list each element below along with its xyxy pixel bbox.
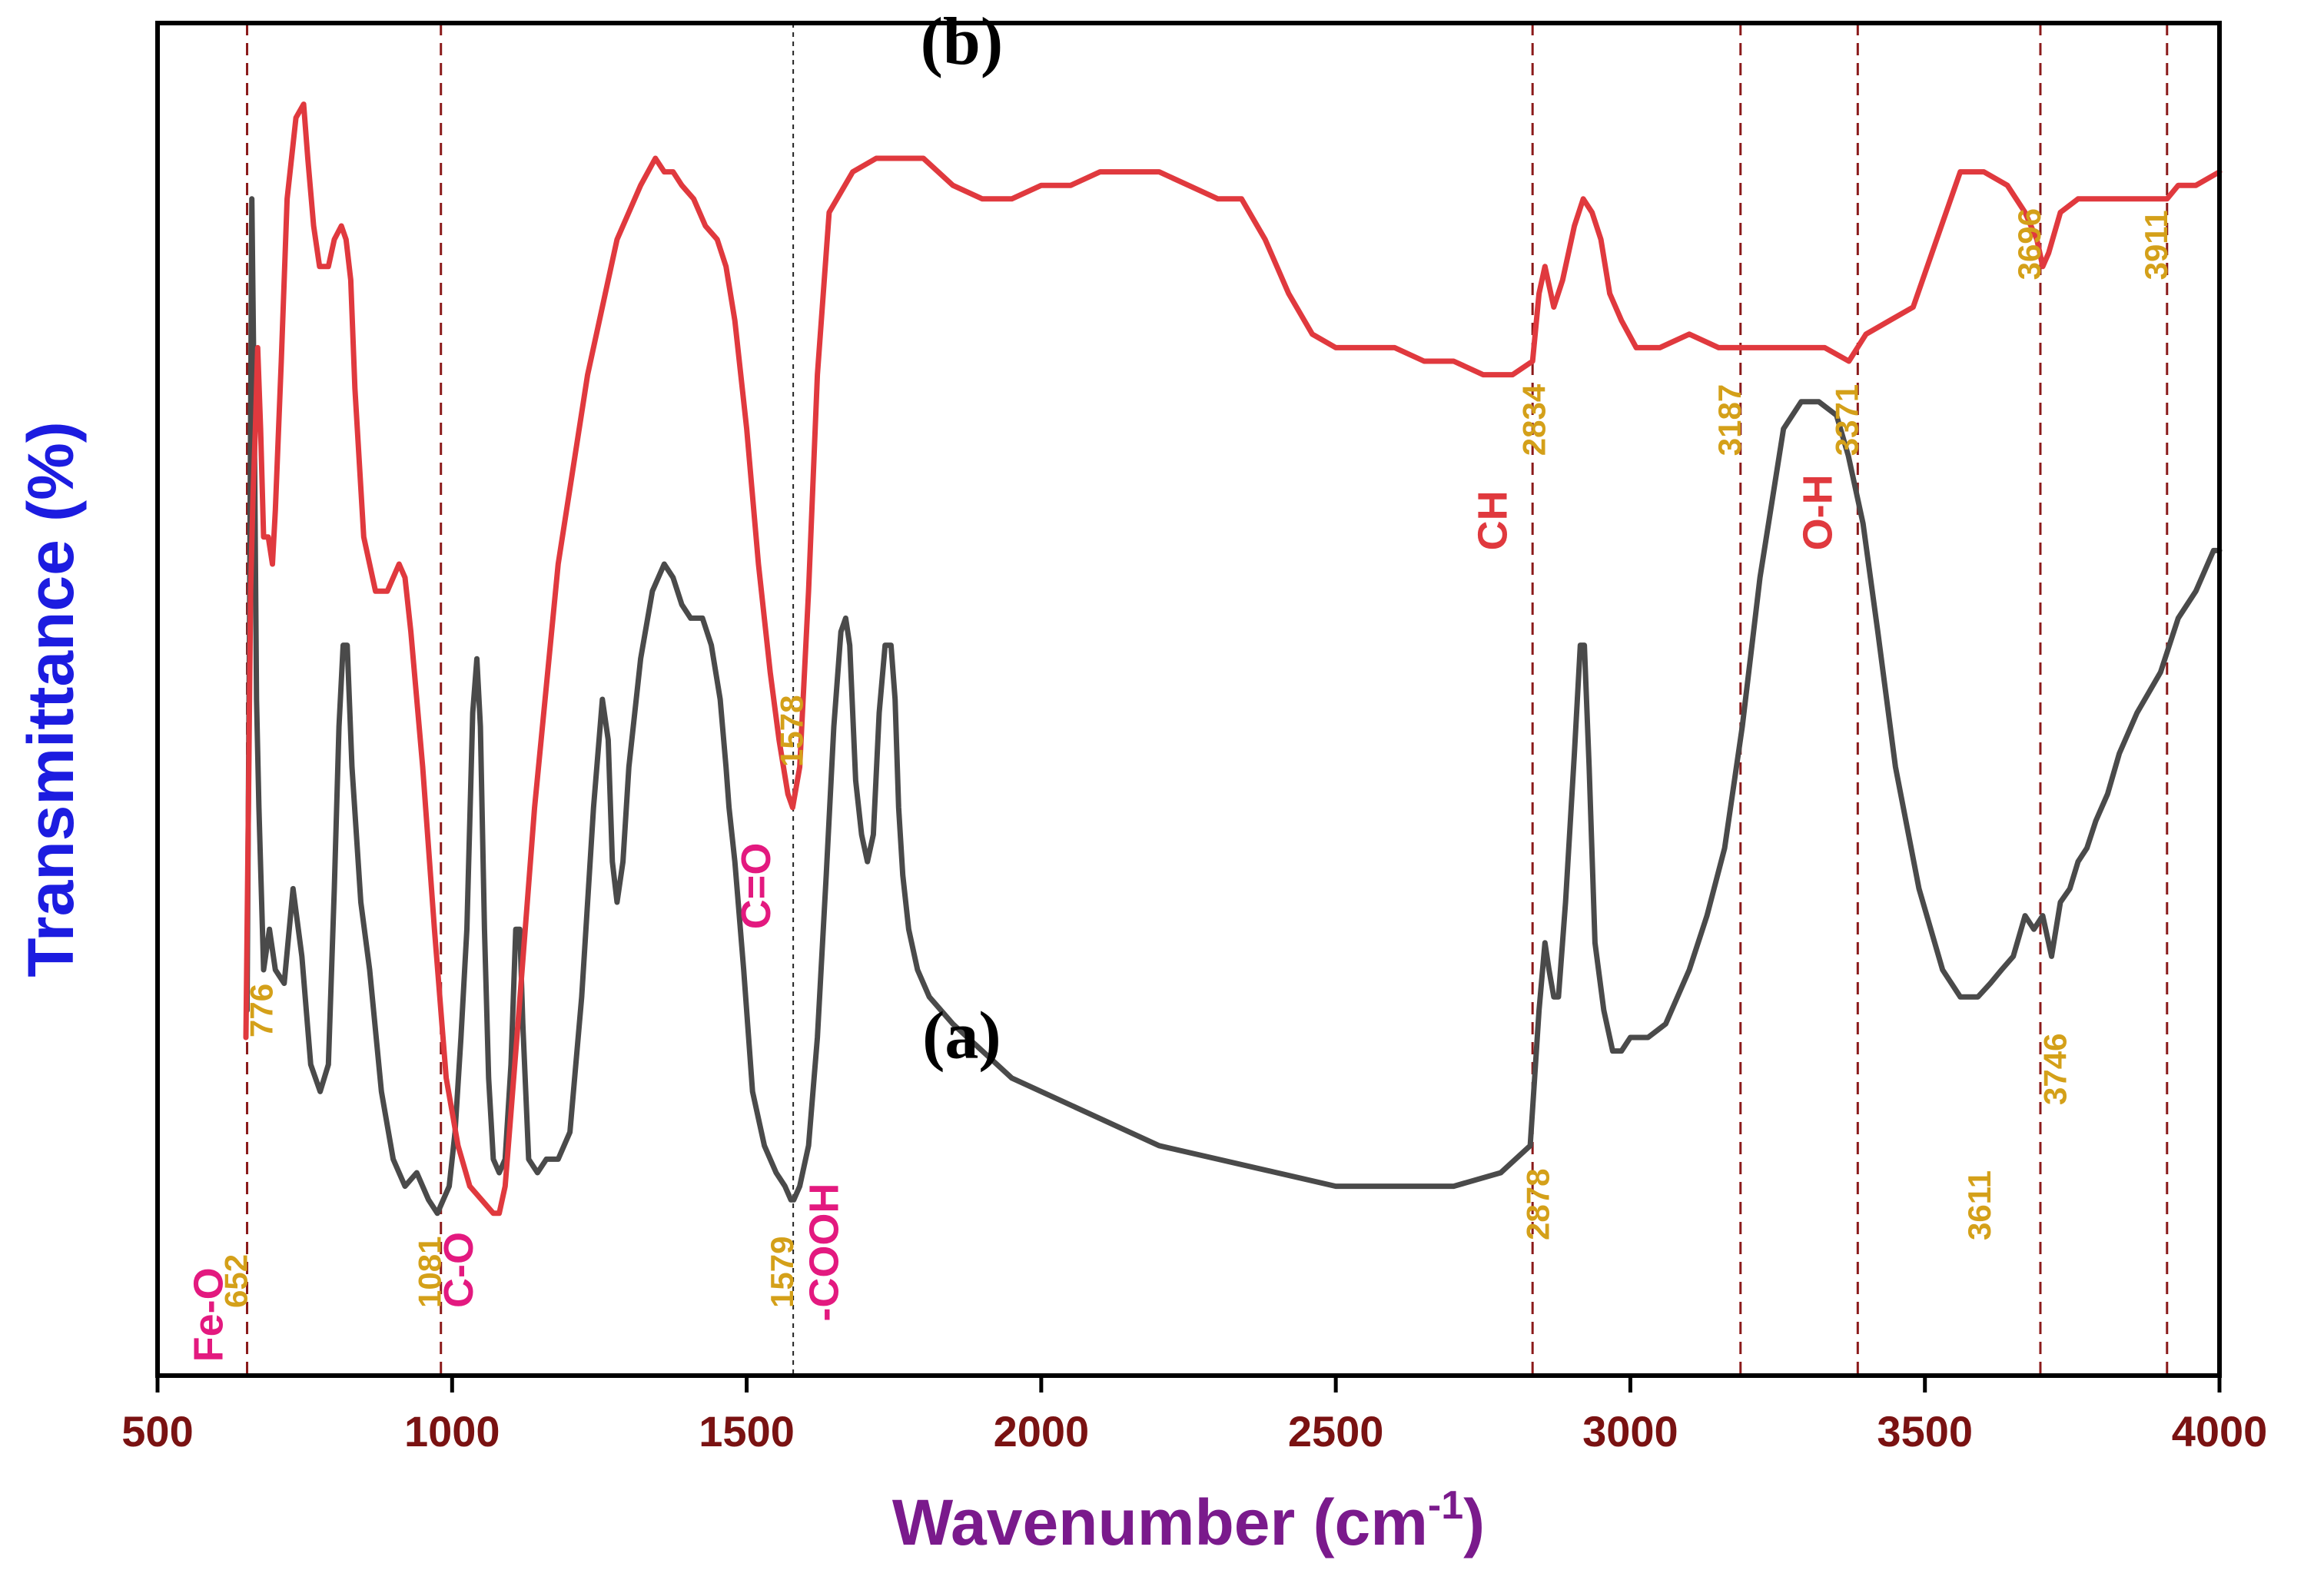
peak-label-3696: 3696 (2011, 208, 2047, 280)
peak-label-652: 652 (218, 1254, 254, 1308)
peak-label-1578: 1578 (773, 695, 809, 767)
group-label-ch: CH (1469, 490, 1516, 550)
plot-frame (155, 21, 2222, 1378)
series-line-a (244, 196, 2223, 1217)
group-label-co: C-O (436, 1232, 482, 1308)
group-label-cooh: -COOH (801, 1183, 847, 1322)
y-axis-title: Transmittance (%) (15, 421, 87, 978)
peak-label-1081: 1081 (412, 1236, 448, 1308)
group-label-feo: Fe-O (185, 1267, 231, 1362)
peak-label-2878: 2878 (1520, 1169, 1556, 1240)
series-layer (243, 101, 2223, 1217)
group-label-oh: O-H (1795, 474, 1841, 550)
x-tick-label-2500: 2500 (1288, 1407, 1384, 1456)
x-axis-ticks: 500 1000 1500 2000 2500 3000 3500 4000 (121, 1376, 2267, 1456)
peak-label-3187: 3187 (1711, 384, 1748, 456)
x-tick-label-500: 500 (121, 1407, 193, 1456)
x-axis-title-close: ) (1463, 1486, 1485, 1558)
annotations: (a) (b) 652 776 1081 1579 1578 2878 2834 3187 3371… (185, 5, 2173, 1363)
x-axis-title: Wavenumber (cm-1) (892, 1483, 1485, 1558)
peak-label-1579: 1579 (764, 1236, 800, 1308)
x-tick-label-1500: 1500 (699, 1407, 795, 1456)
peak-label-3371: 3371 (1828, 384, 1864, 456)
series-line-b (243, 101, 2223, 1217)
series-label-b: (b) (921, 5, 1004, 79)
peak-label-3911: 3911 (2138, 210, 2174, 280)
series-label-a: (a) (922, 998, 1001, 1073)
x-axis-title-sup: -1 (1428, 1483, 1463, 1528)
x-tick-label-3000: 3000 (1582, 1407, 1678, 1456)
peak-label-3746: 3746 (2037, 1034, 2073, 1105)
x-axis-title-main: Wavenumber (cm (892, 1486, 1428, 1558)
x-tick-label-1000: 1000 (404, 1407, 500, 1456)
x-tick-label-3500: 3500 (1877, 1407, 1973, 1456)
x-tick-label-2000: 2000 (994, 1407, 1090, 1456)
x-tick-label-4000: 4000 (2172, 1407, 2268, 1456)
peak-label-776: 776 (243, 984, 279, 1037)
peak-label-3611: 3611 (1961, 1170, 1997, 1240)
group-label-co: C=O (733, 843, 779, 930)
peak-label-2834: 2834 (1516, 383, 1552, 456)
